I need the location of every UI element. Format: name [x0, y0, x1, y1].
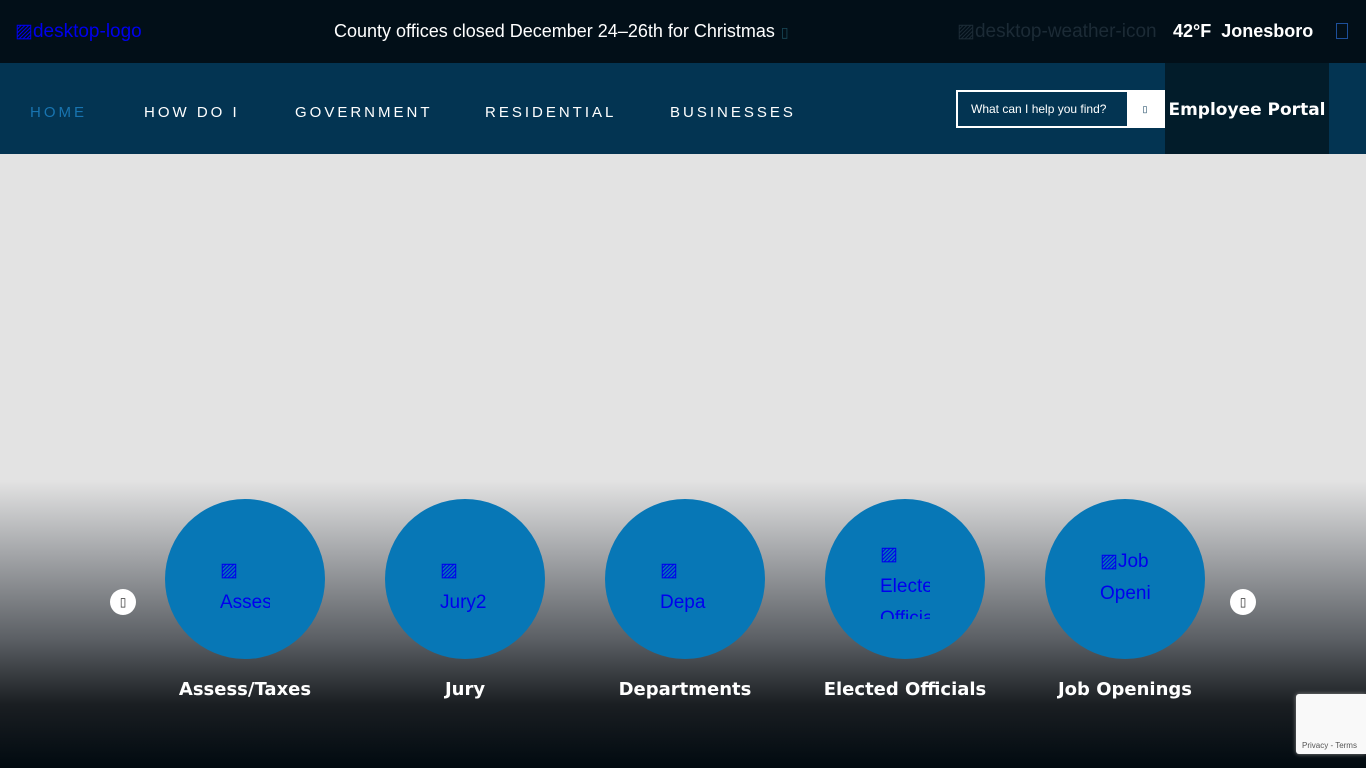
temperature: 42°F: [1173, 21, 1212, 41]
quicklink-label[interactable]: Assess/Taxes: [178, 679, 312, 700]
image-placeholder: ▨ Jury2: [440, 560, 487, 613]
quicklink-departments[interactable]: ▨ Depa Departments: [605, 499, 765, 700]
weather-icon: ▨desktop-weather-icon: [957, 21, 1157, 42]
recaptcha-links[interactable]: Privacy - Terms: [1302, 741, 1357, 750]
image-placeholder: ▨Assess: [220, 555, 270, 619]
quicklink-label[interactable]: Elected Officials: [823, 679, 987, 700]
image-alt: Job Openings: [1100, 551, 1150, 604]
search-input[interactable]: What can I help you find? ▯: [956, 90, 1165, 128]
logo-alt-text: desktop-logo: [32, 21, 142, 42]
chevron-right-icon[interactable]: ▯: [1230, 589, 1256, 615]
chevron-left-icon[interactable]: ▯: [110, 589, 136, 615]
image-alt: Assess: [220, 592, 270, 613]
search-placeholder: What can I help you find?: [971, 102, 1107, 116]
quicklink-circle[interactable]: ▨Assess: [165, 499, 325, 659]
weather-icon-alt: desktop-weather-icon: [974, 21, 1157, 42]
search-icon[interactable]: ▯: [1127, 92, 1163, 126]
quicklink-label[interactable]: Jury: [444, 679, 486, 700]
weather-readout: 42°F Jonesboro: [1173, 21, 1313, 42]
image-alt: Elected Officials: [880, 576, 930, 619]
nav-home[interactable]: HOME: [30, 104, 87, 121]
top-bar: ▨desktop-logo County offices closed Dece…: [0, 0, 1366, 63]
menu-icon[interactable]: [1336, 23, 1348, 39]
site-logo[interactable]: ▨desktop-logo: [15, 21, 142, 42]
quicklink-job-openings[interactable]: ▨Job Openings Job Openings: [1045, 499, 1205, 700]
nav-government[interactable]: GOVERNMENT: [295, 104, 433, 121]
image-alt: Jury2: [440, 592, 487, 613]
image-alt: Depa: [660, 592, 706, 613]
close-icon[interactable]: ▯: [780, 24, 789, 40]
nav-residential[interactable]: RESIDENTIAL: [485, 104, 617, 121]
employee-portal-button[interactable]: Employee Portal: [1165, 63, 1329, 154]
nav-businesses[interactable]: BUSINESSES: [670, 104, 796, 121]
nav-how-do-i[interactable]: HOW DO I: [144, 104, 240, 121]
alert-banner: County offices closed December 24–26th f…: [334, 21, 789, 42]
quicklink-label[interactable]: Departments: [618, 679, 752, 700]
quicklink-circle[interactable]: ▨ Depa: [605, 499, 765, 659]
recaptcha-badge[interactable]: Privacy - Terms: [1296, 694, 1366, 754]
quicklink-jury[interactable]: ▨ Jury2 Jury: [385, 499, 545, 700]
alert-text: County offices closed December 24–26th f…: [334, 21, 775, 41]
image-placeholder: ▨ Elected Officials: [880, 539, 930, 619]
quicklink-assess-taxes[interactable]: ▨Assess Assess/Taxes: [165, 499, 325, 700]
quicklink-elected-officials[interactable]: ▨ Elected Officials Elected Officials: [824, 499, 986, 700]
image-placeholder: ▨Job Openings: [1100, 546, 1150, 610]
city: Jonesboro: [1221, 21, 1314, 41]
quicklink-circle[interactable]: ▨Job Openings: [1045, 499, 1205, 659]
quicklink-label[interactable]: Job Openings: [1057, 679, 1192, 700]
quicklink-circle[interactable]: ▨ Elected Officials: [825, 499, 985, 659]
image-placeholder: ▨ Depa: [660, 560, 706, 613]
quicklink-circle[interactable]: ▨ Jury2: [385, 499, 545, 659]
